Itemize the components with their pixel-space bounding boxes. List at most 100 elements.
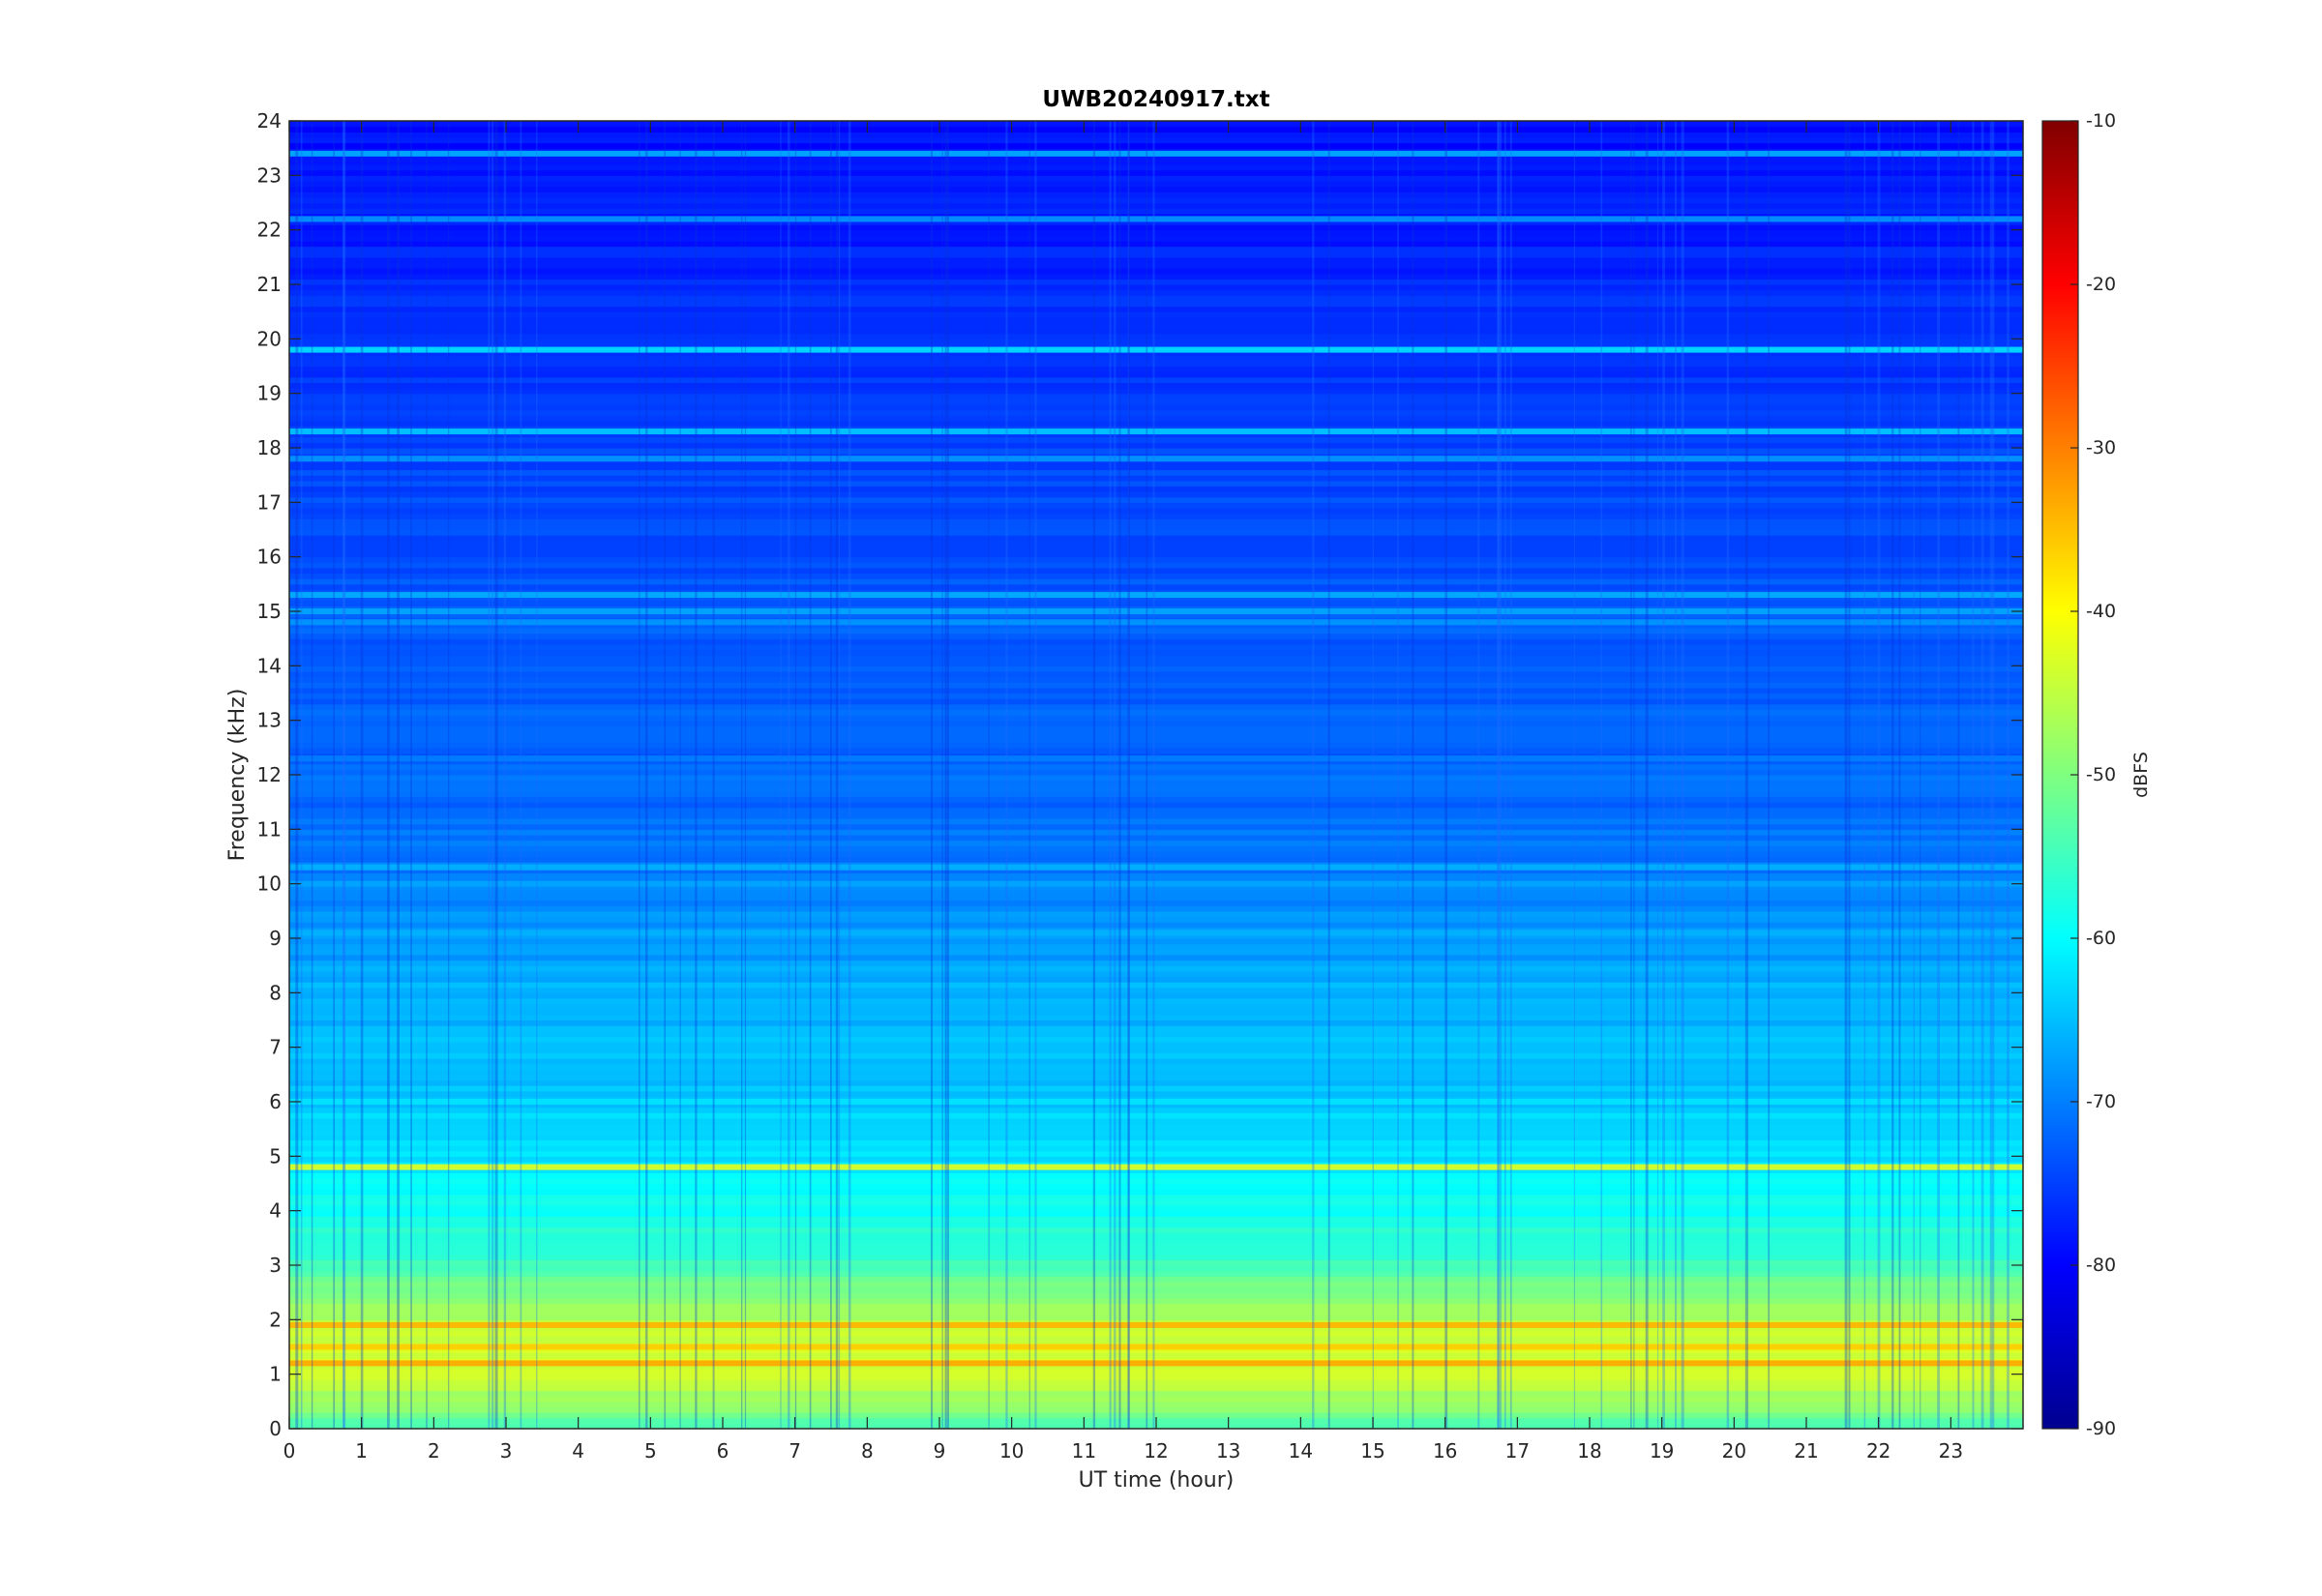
heatmap-row [289, 240, 2023, 248]
heatmap-row [289, 469, 2023, 476]
heatmap-row [289, 1352, 2023, 1359]
heatmap-row [289, 180, 2023, 188]
heatmap-row [289, 1259, 2023, 1266]
heatmap-row [289, 813, 2023, 819]
heatmap-row [289, 551, 2023, 558]
heatmap-row [289, 709, 2023, 716]
heatmap-row [289, 1237, 2023, 1245]
y-tick-label: 10 [257, 872, 282, 896]
heatmap-row [289, 306, 2023, 312]
heatmap-row [289, 1020, 2023, 1026]
x-tick-label: 9 [934, 1439, 946, 1463]
colorbar: -90 -80 -70 -60 -50 -40 -30 -20 -10 dBFS [2041, 110, 2152, 1439]
y-tick-label: 13 [257, 709, 282, 732]
heatmap-row [289, 670, 2023, 678]
x-tick-label: 10 [999, 1439, 1024, 1463]
heatmap-row [289, 251, 2023, 258]
heatmap-row [289, 518, 2023, 525]
heatmap-row [289, 311, 2023, 318]
y-tick-label: 22 [257, 219, 282, 242]
heatmap-row [289, 780, 2023, 786]
heatmap-row [289, 1324, 2023, 1332]
heatmap-row [289, 807, 2023, 814]
tonal-line [289, 456, 2023, 462]
heatmap-row [289, 328, 2023, 335]
heatmap-row [289, 742, 2023, 749]
x-tick-label: 0 [283, 1439, 296, 1463]
y-tick-label: 8 [269, 981, 282, 1004]
heatmap-row [289, 1374, 2023, 1380]
tonal-line [289, 608, 2023, 614]
heatmap-row [289, 246, 2023, 252]
heatmap-row [289, 1167, 2023, 1173]
heatmap-row [289, 703, 2023, 710]
heatmap-row [289, 900, 2023, 906]
heatmap-row [289, 845, 2023, 852]
heatmap-row [289, 289, 2023, 296]
heatmap-row [289, 997, 2023, 1005]
heatmap-row [289, 229, 2023, 236]
heatmap-row [289, 355, 2023, 362]
y-tick-label: 21 [257, 273, 282, 296]
heatmap-row [289, 992, 2023, 999]
heatmap-row [289, 736, 2023, 743]
heatmap-row [289, 823, 2023, 830]
heatmap-row [289, 295, 2023, 302]
x-tick-label: 15 [1360, 1439, 1384, 1463]
heatmap-row [289, 1183, 2023, 1190]
heatmap-row [289, 486, 2023, 492]
heatmap-row [289, 1199, 2023, 1206]
x-tick-label: 21 [1794, 1439, 1818, 1463]
y-tick-label: 19 [257, 382, 282, 405]
colorbar-tick-label: -40 [2086, 601, 2116, 622]
heatmap-row [289, 611, 2023, 618]
heatmap-row [289, 382, 2023, 389]
heatmap-row [289, 1369, 2023, 1375]
heatmap-row [289, 1303, 2023, 1310]
heatmap-row [289, 262, 2023, 269]
heatmap-row [289, 1123, 2023, 1130]
heatmap-row [289, 513, 2023, 519]
heatmap-row [289, 1139, 2023, 1146]
heatmap-row [289, 578, 2023, 585]
heatmap-row [289, 202, 2023, 209]
heatmap-row [289, 802, 2023, 809]
heatmap-row [289, 715, 2023, 722]
tonal-line [289, 619, 2023, 626]
heatmap-row [289, 132, 2023, 138]
heatmap-row [289, 1150, 2023, 1157]
heatmap-row [289, 1210, 2023, 1217]
x-tick-label: 2 [428, 1439, 440, 1463]
y-tick-label: 17 [257, 490, 282, 514]
heatmap-row [289, 932, 2023, 939]
heatmap-row [289, 284, 2023, 291]
colorbar-tick-label: -70 [2086, 1091, 2116, 1112]
tonal-line [289, 864, 2023, 871]
heatmap-row [289, 316, 2023, 324]
heatmap-row [289, 655, 2023, 662]
heatmap-row [289, 567, 2023, 575]
heatmap-row [289, 1129, 2023, 1136]
heatmap-row [289, 840, 2023, 846]
heatmap-row [289, 649, 2023, 656]
heatmap-row [289, 627, 2023, 635]
heatmap-row [289, 1286, 2023, 1293]
heatmap-row [289, 1232, 2023, 1239]
heatmap-row [289, 949, 2023, 956]
heatmap-row [289, 463, 2023, 471]
colorbar-tick-label: -30 [2086, 437, 2116, 458]
heatmap-row [289, 371, 2023, 378]
heatmap-row [289, 224, 2023, 231]
heatmap-row [289, 431, 2023, 438]
tonal-line [289, 1099, 2023, 1105]
heatmap-row [289, 480, 2023, 488]
heatmap-row [289, 758, 2023, 765]
y-tick-label: 24 [257, 109, 282, 133]
heatmap-row [289, 507, 2023, 515]
tonal-line [289, 1344, 2023, 1350]
heatmap-row [289, 436, 2023, 443]
x-tick-label: 8 [861, 1439, 874, 1463]
heatmap-row [289, 1069, 2023, 1076]
heatmap-row [289, 1336, 2023, 1343]
